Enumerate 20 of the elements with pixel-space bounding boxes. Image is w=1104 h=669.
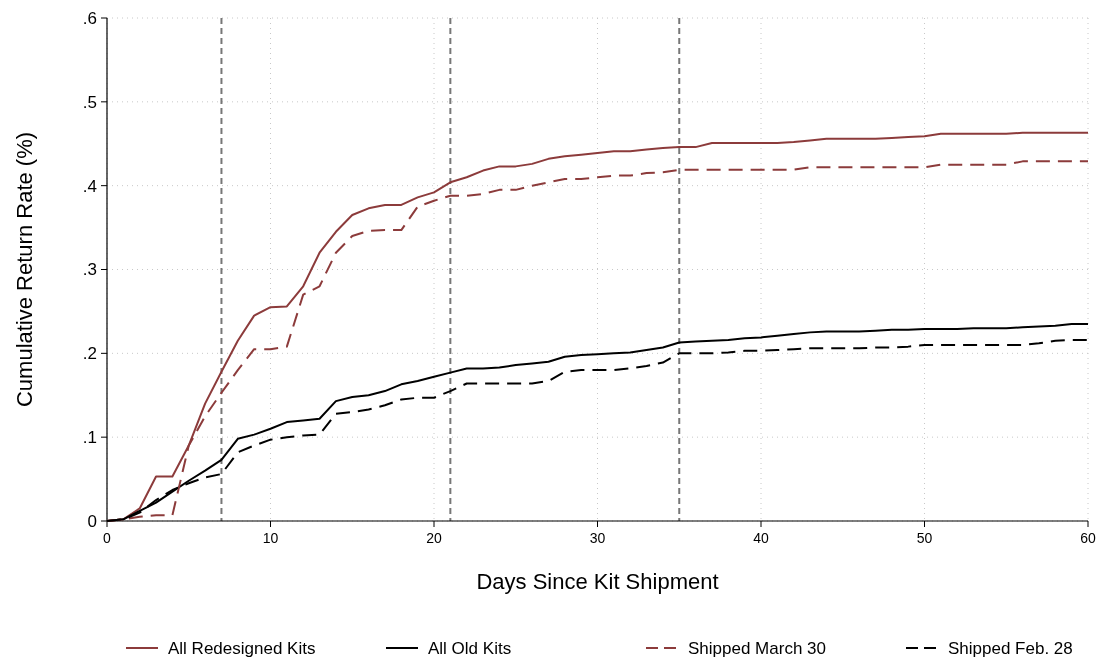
x-tick-label: 50 — [916, 530, 933, 546]
x-tick-label: 10 — [262, 530, 279, 546]
legend-label: All Old Kits — [428, 638, 512, 658]
y-tick-label: .2 — [82, 344, 97, 364]
x-tick-label: 20 — [426, 530, 442, 546]
y-tick-label: .3 — [82, 260, 97, 280]
y-tick-label: .1 — [82, 428, 97, 448]
x-tick-label: 60 — [1080, 530, 1096, 546]
y-tick-label: .5 — [82, 92, 97, 112]
y-tick-label: .4 — [82, 176, 97, 196]
legend-label: Shipped March 30 — [688, 638, 826, 658]
legend-label: Shipped Feb. 28 — [948, 638, 1073, 658]
legend-label: All Redesigned Kits — [168, 638, 316, 658]
y-tick-label: 0 — [87, 511, 97, 531]
x-tick-label: 40 — [753, 530, 769, 546]
x-tick-label: 30 — [589, 530, 606, 546]
y-axis-title: Cumulative Return Rate (%) — [12, 131, 37, 408]
y-tick-label: .6 — [82, 8, 97, 28]
x-tick-label: 0 — [103, 530, 112, 546]
x-axis-title: Days Since Kit Shipment — [476, 569, 719, 594]
